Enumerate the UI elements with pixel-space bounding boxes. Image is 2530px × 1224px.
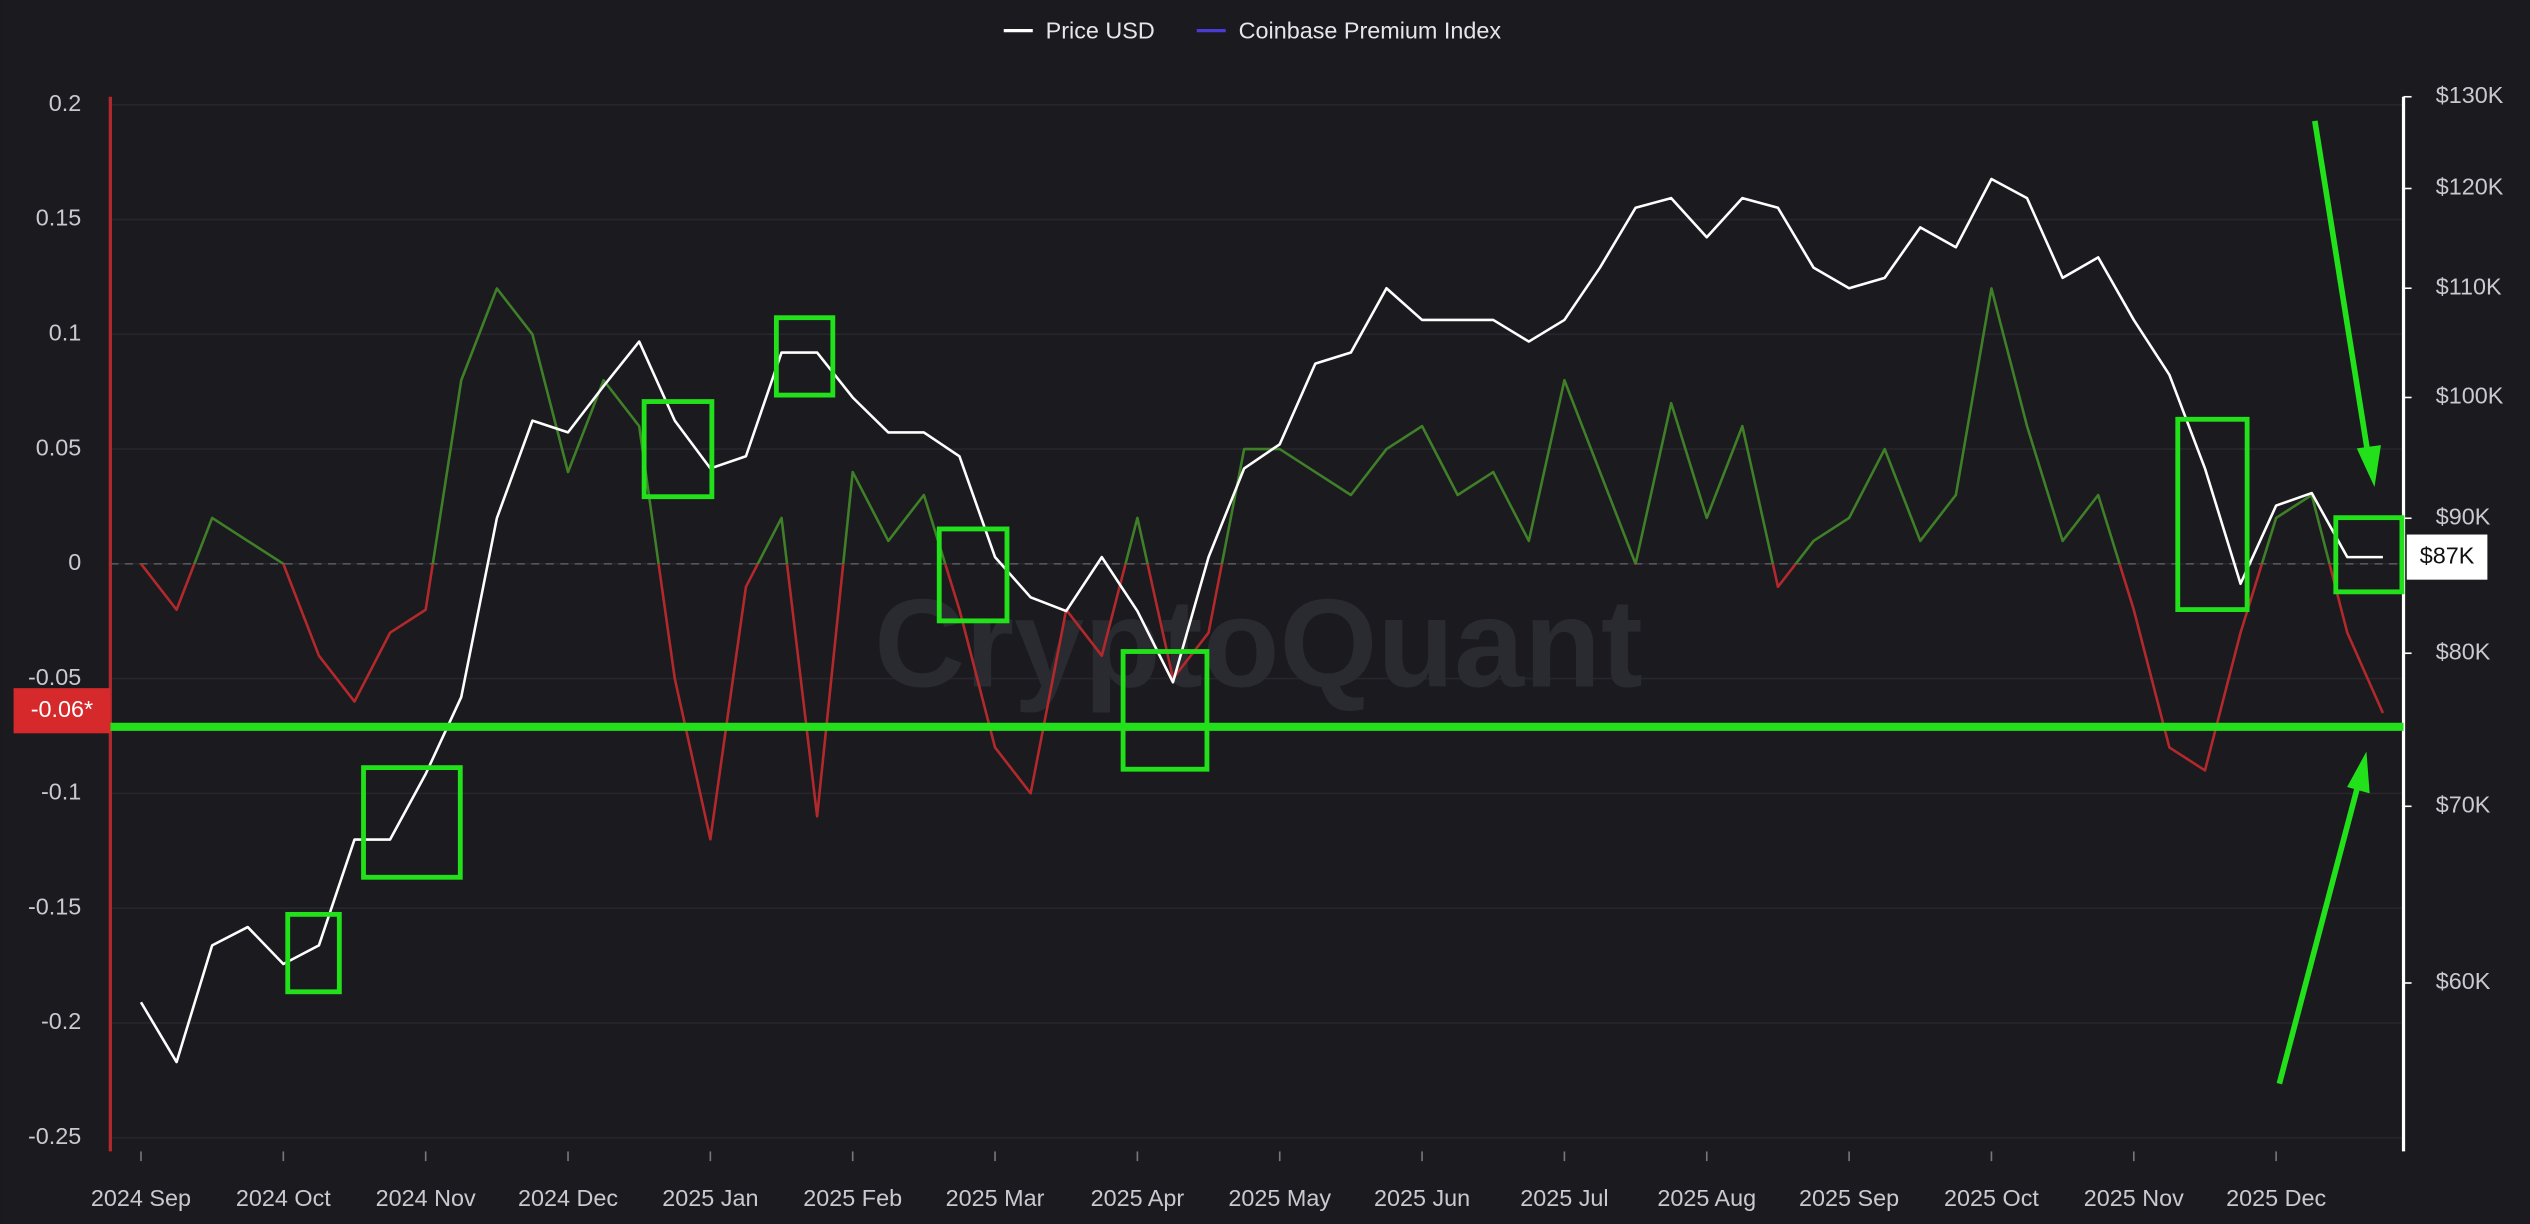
arrow-head [2356,445,2381,488]
current-value-badge [13,688,111,734]
x-tick-label: 2025 Nov [2084,1185,2184,1211]
arrow-head [2347,751,2370,794]
highlight-box [2333,515,2405,595]
x-tick-label: 2025 Apr [1091,1185,1185,1211]
y2-tick-label: $80K [2436,638,2491,664]
arrow [2276,783,2362,1085]
highlight-box [1120,649,1210,772]
x-tick-label: 2025 Dec [2226,1185,2326,1211]
series-line [139,287,2385,841]
plot [139,177,2385,1064]
x-tick-label: 2025 May [1228,1185,1331,1211]
y2-tick-label: $110K [2436,273,2502,299]
x-tick-label: 2025 Mar [946,1185,1045,1211]
x-tick-label: 2024 Sep [91,1185,191,1211]
x-tick-label: 2024 Dec [518,1185,618,1211]
legend-label: Coinbase Premium Index [1239,17,1502,43]
y2-tick-label: $60K [2436,968,2491,994]
highlight-box [2175,416,2250,612]
current-price-label: $87K [2420,542,2475,568]
y2-tick-label: $130K [2436,82,2504,108]
x-tick-label: 2025 Aug [1657,1185,1756,1211]
current-price-badge [2406,534,2488,580]
y-tick-label: 0.2 [49,90,81,116]
x-tick-label: 2024 Oct [236,1185,331,1211]
y-tick-label: -0.25 [28,1123,81,1149]
arrows [2276,120,2381,1085]
y-tick-label: 0 [68,549,81,575]
x-tick-label: 2025 Jul [1520,1185,1608,1211]
highlight-box [773,315,836,398]
y-tick-label: 0.1 [49,319,81,345]
series-line [139,177,2383,1064]
y2-tick-label: $70K [2436,791,2491,817]
y2-tick-label: $120K [2436,174,2504,200]
highlight-boxes [285,315,2405,995]
y-tick-label: -0.05 [28,664,81,690]
highlight-box [641,399,715,500]
x-tick-label: 2025 Oct [1944,1185,2039,1211]
arrow [2312,120,2371,456]
y2-tick-label: $100K [2436,383,2504,409]
y-tick-label: -0.2 [41,1008,81,1034]
highlight-box [361,765,463,880]
x-tick-label: 2025 Jun [1374,1185,1470,1211]
current-value-label: -0.06* [31,696,93,722]
watermark: CryptoQuant [874,572,1643,713]
y-tick-label: 0.15 [36,205,82,231]
highlight-box [285,911,342,995]
labels: -0.06* $87K Price USD Coinbase Premium Inde… [13,17,2488,734]
x-tick-label: 2025 Feb [803,1185,902,1211]
grid: 0.2 0.15 0.1 0.05 0 -0.05 -0.1 -0.15 -0.2 -0.25 $1… [28,82,2504,1211]
highlight-box [936,526,1010,624]
y-tick-label: -0.15 [28,893,81,919]
x-tick-label: 2024 Nov [376,1185,476,1211]
legend-label: Price USD [1046,17,1155,43]
y-tick-label: 0.05 [36,434,82,460]
x-tick-label: 2025 Jan [662,1185,758,1211]
y2-tick-label: $90K [2436,503,2491,529]
y-tick-label: -0.1 [41,779,81,805]
x-tick-label: 2025 Sep [1799,1185,1899,1211]
